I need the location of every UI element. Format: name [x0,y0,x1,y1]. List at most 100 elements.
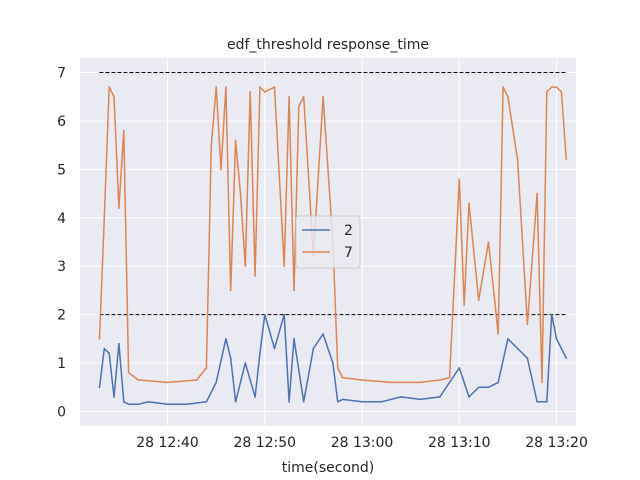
data-point [205,367,208,369]
data-point [546,91,548,93]
data-point [113,396,115,398]
data-point [225,338,227,340]
data-point [502,86,504,88]
data-point [186,403,188,406]
data-point [565,158,568,161]
data-point [560,347,563,350]
data-point [225,86,227,88]
data-point [283,313,286,316]
data-point [98,338,101,340]
data-point [302,95,305,98]
y-tick-label: 0 [57,404,66,420]
data-point [516,347,519,350]
data-point [555,338,558,340]
data-point [390,381,393,384]
data-point [166,403,169,406]
series-line-7 [98,86,568,384]
data-point [215,86,217,88]
data-point [419,381,422,384]
data-point [487,241,490,243]
data-point [497,381,499,384]
data-point [259,352,261,355]
data-point [468,396,470,398]
data-point [195,379,198,381]
data-point [273,347,276,350]
chart-title: edf_threshold response_time [227,37,429,53]
data-point [122,400,125,403]
data-point [560,91,563,93]
data-point [293,338,295,340]
data-point [103,216,106,219]
data-point [263,313,266,316]
data-point [361,400,363,403]
data-point [550,313,553,316]
data-point [463,304,465,306]
data-point [293,289,295,292]
data-point [259,86,261,88]
x-axis: 28 12:40 28 12:50 28 13:00 28 13:10 28 13:20 [136,435,588,451]
data-point [118,207,120,209]
data-point [419,398,422,401]
data-point [254,275,256,277]
data-point [127,403,130,406]
x-tick-label: 28 13:20 [525,435,588,451]
data-point [103,347,106,350]
data-point [526,357,529,360]
data-point [516,158,519,161]
data-point [147,400,149,403]
data-point [288,95,290,98]
data-point [341,376,344,379]
data-point [108,352,110,355]
data-point [507,95,509,98]
y-tick-label: 7 [57,66,66,82]
data-point [229,357,232,360]
data-point [468,202,470,205]
data-point [546,400,548,403]
x-axis-label: time(second) [282,460,374,476]
legend-label: 7 [344,245,353,261]
data-point [288,400,290,403]
data-point [550,86,553,88]
y-axis: 0 1 2 3 4 5 6 7 [57,66,66,421]
data-point [312,347,315,350]
data-point [507,338,509,340]
data-point [341,398,344,401]
legend: 27 [295,215,361,269]
data-point [205,400,208,403]
data-point [166,381,169,384]
x-tick-label: 28 13:10 [428,435,491,451]
data-point [127,371,130,374]
data-point [244,265,247,268]
data-point [565,357,568,360]
data-point [122,129,125,132]
data-point [477,386,480,389]
data-point [239,192,242,195]
data-point [234,139,237,142]
data-point [298,105,300,108]
data-point [439,396,441,398]
x-tick-label: 28 13:00 [331,435,394,451]
data-point [332,362,334,364]
y-tick-label: 4 [57,211,66,227]
data-point [361,379,363,381]
data-point [448,376,451,379]
y-tick-label: 2 [57,308,66,324]
data-point [541,381,543,384]
data-point [108,86,110,88]
data-point [210,144,213,146]
data-point [458,178,461,180]
x-tick-label: 28 12:40 [136,435,199,451]
data-point [322,95,324,98]
data-point [439,379,441,381]
data-point [336,367,339,369]
data-point [220,168,222,171]
data-point [536,192,538,195]
legend-label: 2 [344,223,353,239]
data-point [555,86,558,88]
data-point [536,400,538,403]
data-point [526,323,529,326]
data-point [400,396,402,398]
y-tick-label: 3 [57,259,66,275]
x-tick-label: 28 12:50 [233,435,296,451]
